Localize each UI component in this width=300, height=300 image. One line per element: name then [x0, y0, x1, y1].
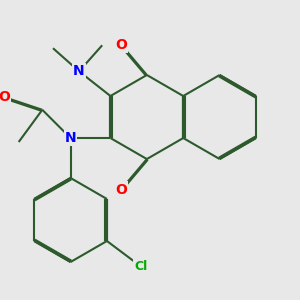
- Text: O: O: [115, 38, 127, 52]
- Text: N: N: [73, 64, 85, 78]
- Text: N: N: [65, 131, 76, 145]
- Text: Cl: Cl: [134, 260, 147, 273]
- Text: O: O: [115, 182, 127, 197]
- Text: O: O: [0, 90, 11, 104]
